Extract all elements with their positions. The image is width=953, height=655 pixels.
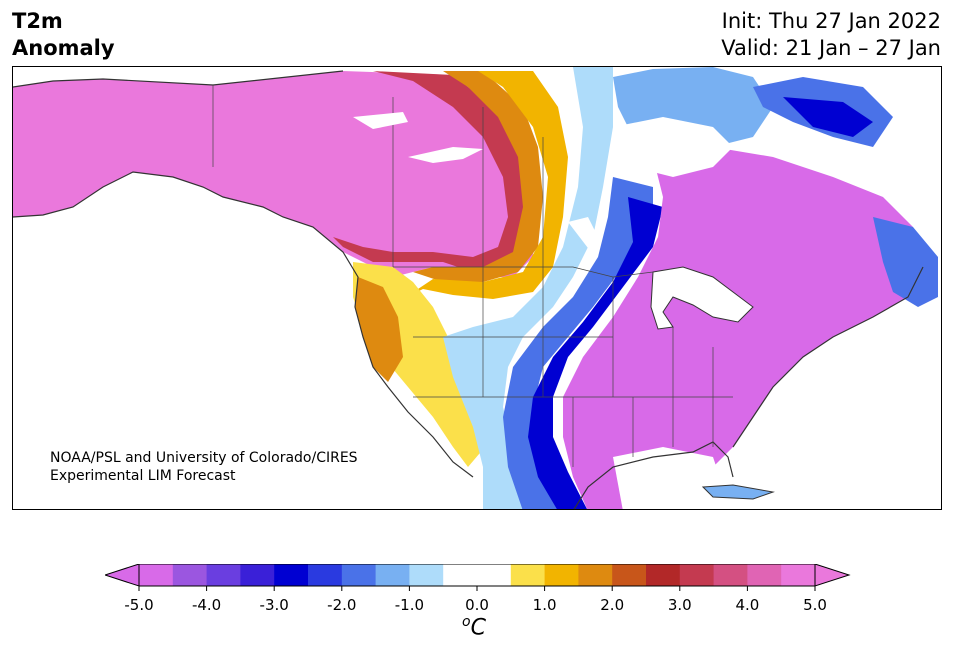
colorbar-extend-low: [103, 563, 140, 587]
coastlines: [13, 70, 924, 509]
colorbar-unit-base: C: [470, 615, 486, 641]
great-lakes: [650, 266, 754, 330]
colorbar-swatch: [240, 564, 275, 586]
colorbar-swatch: [713, 564, 748, 586]
colorbar-swatch: [781, 564, 816, 586]
great-slave-lake: [353, 112, 408, 129]
colorbar-swatch: [477, 564, 512, 586]
colorbar-swatch: [443, 564, 478, 586]
colorbar-tick-label: -1.0: [395, 596, 424, 614]
gulf-of-mexico: [613, 447, 723, 509]
title-variable-line1: T2m: [12, 9, 63, 33]
political-borders: [212, 85, 733, 467]
title-variable-line2: Anomaly: [12, 36, 115, 60]
eastern-cold-region: [563, 147, 923, 509]
colorbar-swatch: [578, 564, 613, 586]
colorbar-swatch: [646, 564, 681, 586]
hudson-bay: [613, 117, 733, 177]
colorbar-tick-label: 1.0: [533, 596, 557, 614]
anomaly-map: NOAA/PSL and University of Colorado/CIRE…: [12, 66, 942, 510]
labrador-cold: [873, 217, 938, 307]
colorbar-swatch: [308, 564, 343, 586]
colorbar-tick-label: -3.0: [260, 596, 289, 614]
colorbar-tick-label: -4.0: [192, 596, 221, 614]
credit-line1: NOAA/PSL and University of Colorado/CIRE…: [50, 450, 358, 466]
colorbar-tick-label: 4.0: [735, 596, 759, 614]
credit-text: NOAA/PSL and University of Colorado/CIRE…: [50, 449, 358, 485]
colorbar-swatch: [341, 564, 377, 586]
colorbar-swatch: [510, 564, 546, 586]
colorbar-unit-sup: o: [462, 614, 471, 630]
colorbar-tick-label: 3.0: [668, 596, 692, 614]
great-bear-lake-inner: [408, 147, 483, 163]
colorbar-swatch: [172, 564, 208, 586]
colorbar-swatch: [747, 564, 782, 586]
colorbar-swatch: [612, 564, 647, 586]
lake-winnipeg: [568, 217, 598, 252]
map-canvas: [13, 67, 941, 509]
colorbar-extend-high: [814, 563, 851, 587]
valid-range: Valid: 21 Jan – 27 Jan: [721, 36, 941, 60]
warm-band-orange: [393, 71, 543, 282]
colorbar-swatch: [274, 564, 309, 586]
colorbar-swatch: [206, 564, 241, 586]
cold-tongue-light: [443, 67, 613, 509]
map-title: T2m Anomaly: [12, 8, 115, 62]
baffin-strong-cold: [783, 97, 873, 137]
colorbar-tick-label: 0.0: [465, 596, 489, 614]
colorbar: -5.0 -4.0 -3.0 -2.0 -1.0 0.0 1.0 2.0 3.0 4.0 5.0: [103, 563, 855, 623]
colorbar-tick-label: 5.0: [803, 596, 827, 614]
colorbar-swatch: [544, 564, 579, 586]
colorbar-tick-label: -2.0: [327, 596, 356, 614]
forecast-dates: Init: Thu 27 Jan 2022 Valid: 21 Jan – 27…: [721, 8, 941, 62]
colorbar-tick-label: 2.0: [600, 596, 624, 614]
colorbar-svg: -5.0 -4.0 -3.0 -2.0 -1.0 0.0 1.0 2.0 3.0 4.0 5.0: [103, 563, 851, 614]
colorbar-swatch: [409, 564, 444, 586]
cuba: [701, 484, 775, 500]
colorbar-unit: oC: [462, 614, 486, 640]
colorbar-tick-label: -5.0: [124, 596, 153, 614]
colorbar-swatch: [139, 564, 174, 586]
colorbar-swatch: [679, 564, 715, 586]
init-date: Init: Thu 27 Jan 2022: [721, 9, 941, 33]
cold-tongue-medium: [503, 177, 653, 509]
colorbar-swatch: [375, 564, 410, 586]
california-orange: [355, 277, 403, 382]
credit-line2: Experimental LIM Forecast: [50, 468, 236, 484]
